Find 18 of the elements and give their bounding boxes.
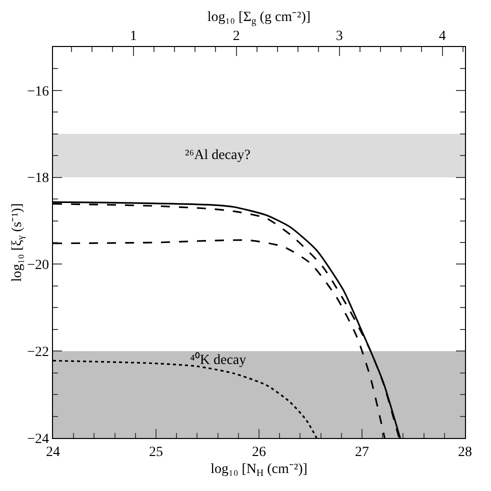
x2-axis-title: log₁₀ [Σ$_{g}$ (g cm⁻²)] (207, 10, 311, 27)
y-tick-label: −16 (27, 84, 49, 100)
band-label: ²⁶Al decay? (185, 148, 250, 163)
band-label: ⁴⁰K decay (190, 352, 246, 368)
y-tick-label: −18 (27, 171, 49, 186)
y-tick-label: −24 (27, 432, 49, 447)
y-tick-label: −20 (27, 258, 49, 274)
x-tick-label: 26 (252, 445, 266, 460)
x-tick-label: 25 (149, 445, 163, 460)
x-tick-label: 24 (46, 445, 60, 460)
x2-tick-label: 3 (336, 29, 343, 44)
x-axis-title: log₁₀ [N$_{H}$ (cm⁻²)] (210, 462, 308, 480)
y-tick-label: −22 (27, 345, 49, 360)
x-tick-label: 27 (355, 445, 369, 460)
x2-tick-label: 4 (438, 29, 446, 44)
x2-tick-label: 2 (232, 29, 240, 44)
x-tick-label: 28 (458, 445, 472, 460)
x2-tick-label: 1 (130, 29, 137, 44)
